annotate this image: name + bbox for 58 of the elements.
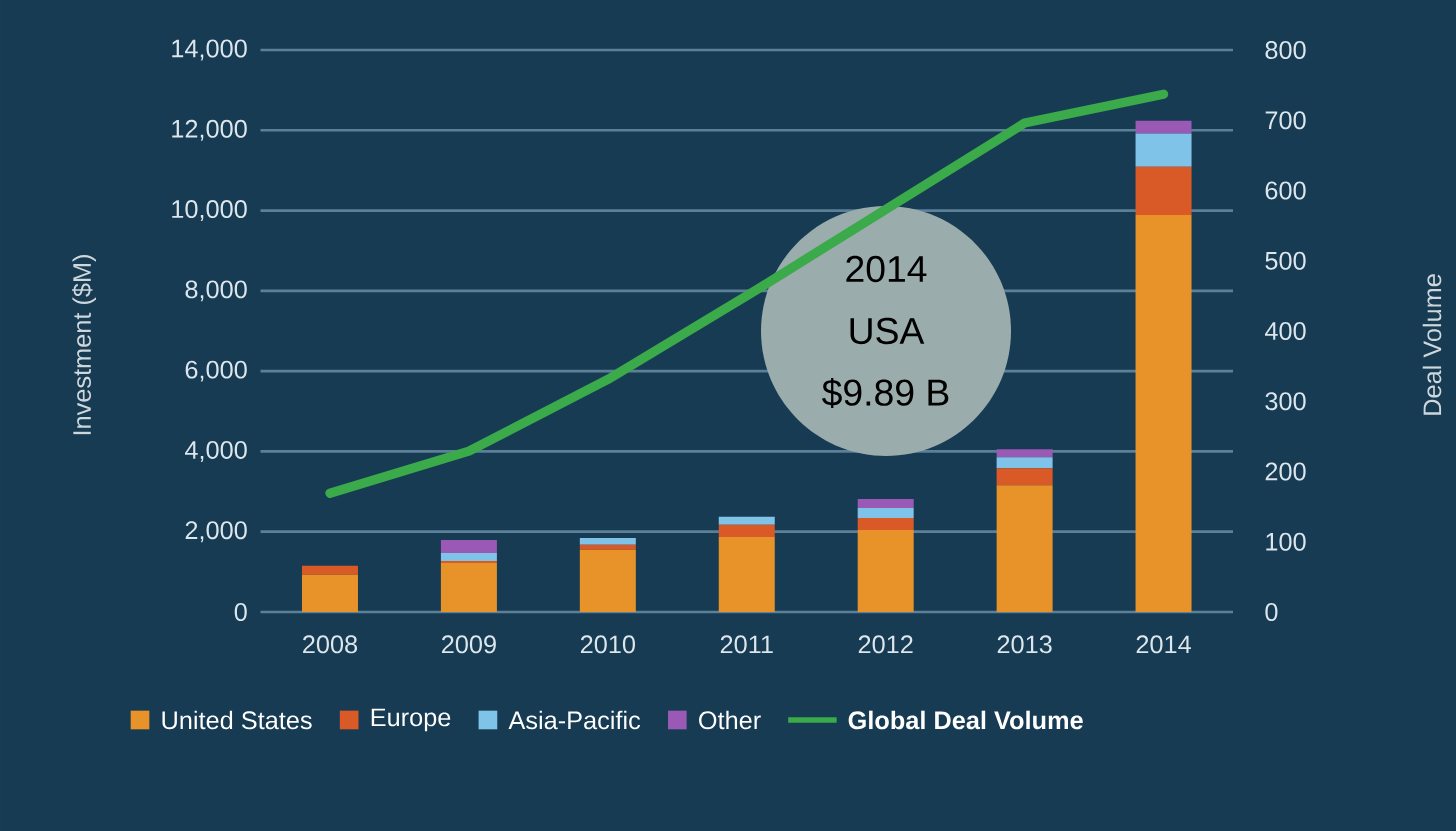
x-tick-label: 2012 bbox=[858, 635, 913, 654]
bar bbox=[1135, 133, 1192, 167]
annotation: 2014 bbox=[846, 255, 927, 283]
bar bbox=[996, 485, 1053, 612]
bar bbox=[579, 538, 636, 545]
y-tick-label: 14,000 bbox=[172, 39, 247, 61]
x-tick-label: 2011 bbox=[720, 635, 773, 654]
x-tick-label: 2014 bbox=[1136, 635, 1191, 654]
legend-label: United States bbox=[162, 710, 312, 730]
bar bbox=[857, 530, 914, 612]
bar bbox=[1135, 166, 1192, 215]
bar bbox=[857, 498, 914, 509]
bar bbox=[857, 518, 914, 531]
bar bbox=[718, 516, 775, 525]
bar bbox=[440, 552, 497, 561]
y2-tick-label: 0 bbox=[1265, 603, 1278, 621]
y-tick-label: 12,000 bbox=[172, 119, 247, 141]
annotation: $9.89 B bbox=[822, 377, 949, 409]
bar bbox=[579, 549, 636, 612]
bar bbox=[440, 539, 497, 553]
bar bbox=[301, 574, 358, 612]
legend-label: Asia-Pacific bbox=[508, 710, 641, 730]
y-tick-label: 2,000 bbox=[185, 521, 247, 543]
bar bbox=[857, 508, 914, 519]
bar bbox=[301, 565, 358, 575]
bar bbox=[440, 561, 497, 564]
bar bbox=[1135, 120, 1192, 134]
y2-tick-label: 400 bbox=[1264, 322, 1306, 340]
y2-tick-label: 100 bbox=[1266, 532, 1306, 551]
legend-label: Global Deal Volume bbox=[848, 710, 1083, 730]
y2-tick-label: 300 bbox=[1265, 392, 1306, 411]
y2-tick-label: 600 bbox=[1265, 181, 1306, 200]
bar bbox=[718, 536, 775, 612]
y-tick-label: 0 bbox=[234, 603, 247, 621]
annotation: USA bbox=[850, 317, 925, 345]
bar bbox=[1135, 214, 1192, 612]
x-tick-label: 2008 bbox=[303, 635, 358, 654]
y2-axis-title: Deal Volume bbox=[1422, 274, 1442, 415]
legend-label: Other bbox=[699, 710, 761, 730]
legend-label: Europe bbox=[371, 708, 451, 732]
y-tick-label: 8,000 bbox=[185, 280, 247, 302]
x-tick-label: 2013 bbox=[997, 635, 1052, 654]
y2-tick-label: 500 bbox=[1265, 251, 1306, 270]
y-axis-title: Investment ($M) bbox=[72, 255, 97, 435]
y2-tick-label: 800 bbox=[1265, 41, 1306, 59]
x-tick-label: 2009 bbox=[442, 635, 496, 654]
y2-tick-label: 200 bbox=[1265, 462, 1306, 481]
bar bbox=[718, 524, 775, 537]
y-tick-label: 10,000 bbox=[172, 200, 247, 222]
y-tick-label: 6,000 bbox=[185, 360, 247, 382]
bar bbox=[996, 457, 1053, 469]
bar bbox=[440, 563, 497, 612]
x-tick-label: 2010 bbox=[580, 635, 635, 654]
bar bbox=[996, 449, 1053, 458]
y-tick-label: 4,000 bbox=[185, 440, 247, 462]
y2-tick-label: 700 bbox=[1265, 111, 1306, 130]
bar bbox=[996, 468, 1053, 486]
bar bbox=[579, 544, 636, 550]
